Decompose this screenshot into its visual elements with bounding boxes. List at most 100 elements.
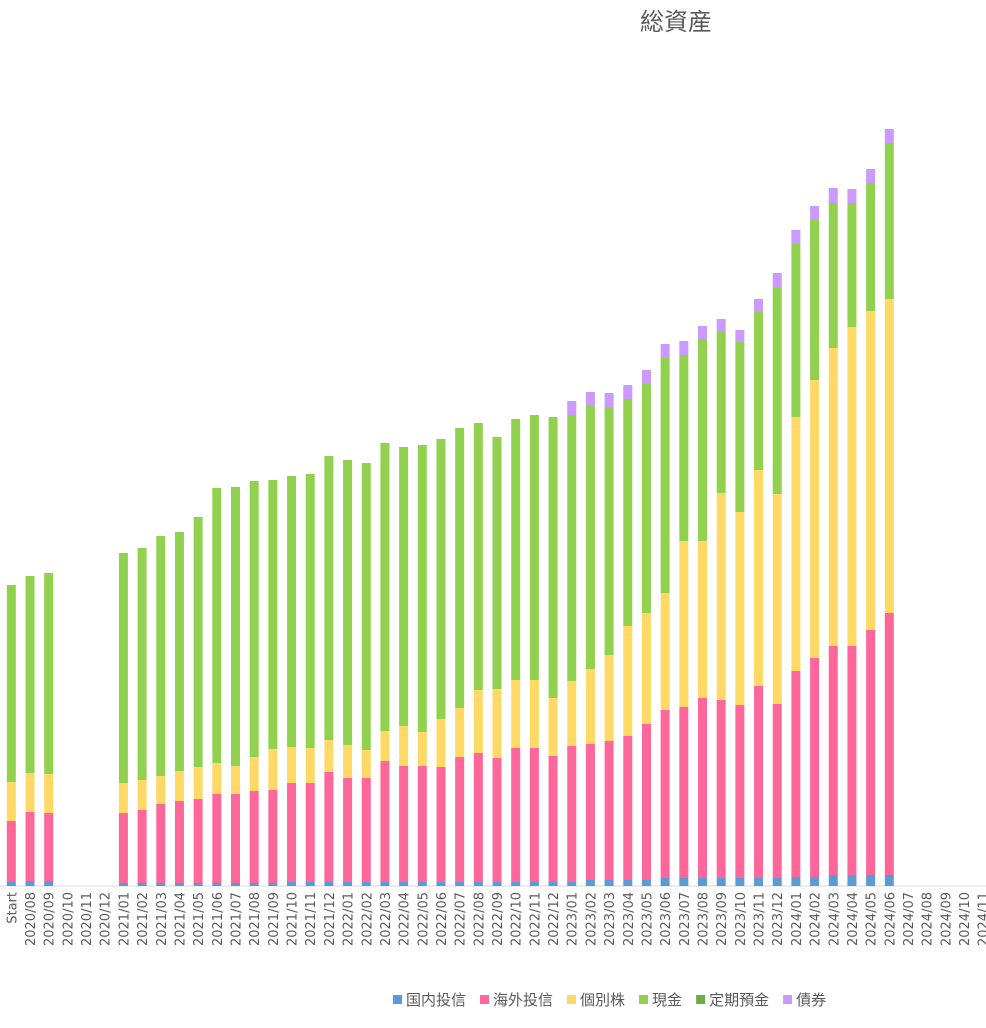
bar-segment bbox=[361, 750, 371, 778]
bar-segment bbox=[698, 698, 707, 878]
bar-segment bbox=[399, 447, 409, 726]
bar-segment bbox=[287, 882, 297, 886]
bar-segment bbox=[567, 415, 577, 681]
bar-segment bbox=[305, 474, 315, 748]
bar-segment bbox=[828, 348, 838, 646]
bar-segment bbox=[511, 419, 521, 680]
bar-segment bbox=[698, 878, 707, 886]
bar-segment bbox=[772, 878, 782, 886]
bar-segment bbox=[679, 541, 689, 707]
bar-segment bbox=[287, 476, 297, 747]
bar-segment bbox=[623, 736, 633, 880]
bar-segment bbox=[380, 761, 390, 882]
bar-segment bbox=[492, 758, 502, 882]
bar-segment bbox=[436, 882, 446, 886]
bar-segment bbox=[548, 756, 558, 882]
bar-segment bbox=[118, 813, 128, 883]
bar-segment bbox=[455, 882, 465, 886]
bar-segment bbox=[399, 766, 409, 882]
bar-segment bbox=[641, 880, 651, 886]
legend-swatch bbox=[393, 995, 402, 1004]
bar-segment bbox=[436, 439, 446, 719]
bar-segment bbox=[567, 681, 577, 746]
bar-segment bbox=[754, 299, 764, 312]
bar-segment bbox=[884, 875, 894, 886]
bar-segment bbox=[137, 883, 147, 886]
x-tick-label: 2020/12 bbox=[99, 892, 114, 946]
bar-segment bbox=[44, 774, 54, 813]
bar-segment bbox=[436, 719, 446, 767]
bar-segment bbox=[417, 732, 427, 766]
x-tick-label: 2021/09 bbox=[267, 892, 282, 946]
bar-segment bbox=[585, 880, 595, 886]
bar-segment bbox=[343, 460, 353, 745]
bar-segment bbox=[305, 882, 315, 886]
chart-title: 総資産 bbox=[640, 8, 712, 36]
bar-segment bbox=[810, 380, 820, 658]
bar-segment bbox=[436, 767, 446, 882]
bar-segment bbox=[828, 203, 838, 348]
bar-segment bbox=[361, 463, 371, 750]
bar-segment bbox=[25, 576, 35, 773]
bar-segment bbox=[866, 311, 876, 630]
bar-segment bbox=[604, 393, 614, 407]
bar-segment bbox=[156, 776, 166, 804]
x-tick-label: 2020/10 bbox=[61, 892, 76, 946]
x-tick-label: 2020/08 bbox=[24, 892, 39, 946]
bar-segment bbox=[193, 883, 203, 886]
bar-segment bbox=[735, 512, 745, 705]
bar-segment bbox=[417, 882, 427, 886]
bar-segment bbox=[529, 882, 539, 886]
bar-segment bbox=[361, 882, 371, 886]
bar-segment bbox=[231, 883, 240, 886]
x-tick-label: 2021/10 bbox=[286, 892, 301, 946]
x-tick-label: 2023/01 bbox=[566, 892, 581, 946]
x-tick-label: 2022/01 bbox=[342, 892, 357, 946]
bar-segment bbox=[193, 517, 203, 767]
bar-segment bbox=[641, 384, 651, 613]
x-tick-label: 2024/04 bbox=[846, 892, 861, 946]
bar-segment bbox=[511, 680, 521, 748]
bar-segment bbox=[847, 327, 857, 646]
x-tick-label: 2023/10 bbox=[734, 892, 749, 946]
x-tick-label: 2024/09 bbox=[939, 892, 954, 946]
bar-segment bbox=[641, 724, 651, 880]
bar-segment bbox=[511, 882, 521, 886]
x-tick-label: 2021/07 bbox=[230, 892, 245, 946]
bar-segment bbox=[679, 341, 689, 355]
x-tick-label: 2024/10 bbox=[958, 892, 973, 946]
legend-swatch bbox=[639, 995, 649, 1004]
bar-segment bbox=[25, 881, 35, 886]
bar-segment bbox=[641, 370, 651, 384]
x-tick-label: 2022/03 bbox=[379, 892, 394, 946]
bar-segment bbox=[212, 794, 222, 883]
x-tick-label: 2021/01 bbox=[117, 892, 132, 946]
bar-segment bbox=[660, 358, 670, 593]
x-tick-label: 2023/09 bbox=[715, 892, 730, 946]
bar-segment bbox=[567, 882, 577, 886]
bar-segment bbox=[866, 875, 876, 886]
bar-segment bbox=[324, 456, 334, 740]
x-tick-label: 2021/05 bbox=[192, 892, 207, 946]
x-tick-label: 2023/05 bbox=[640, 892, 655, 946]
bar-segment bbox=[754, 312, 764, 470]
bar-segment bbox=[791, 671, 801, 877]
bar-segment bbox=[548, 698, 558, 756]
x-tick-label: 2023/08 bbox=[697, 892, 712, 946]
bar-segment bbox=[44, 813, 54, 881]
bar-segment bbox=[735, 342, 745, 512]
legend-label: 定期預金 bbox=[709, 991, 769, 1009]
bar-segment bbox=[679, 355, 689, 541]
x-tick-label: 2020/11 bbox=[80, 892, 95, 946]
bar-segment bbox=[866, 183, 876, 311]
bar-segment bbox=[6, 821, 16, 882]
x-tick-label: 2023/04 bbox=[622, 892, 637, 946]
bar-segment bbox=[791, 244, 801, 417]
bar-segment bbox=[660, 710, 670, 878]
bar-segment bbox=[847, 203, 857, 327]
bar-segment bbox=[679, 707, 689, 878]
bar-segment bbox=[249, 481, 259, 757]
bar-segment bbox=[25, 812, 35, 881]
bar-segment bbox=[828, 188, 838, 203]
